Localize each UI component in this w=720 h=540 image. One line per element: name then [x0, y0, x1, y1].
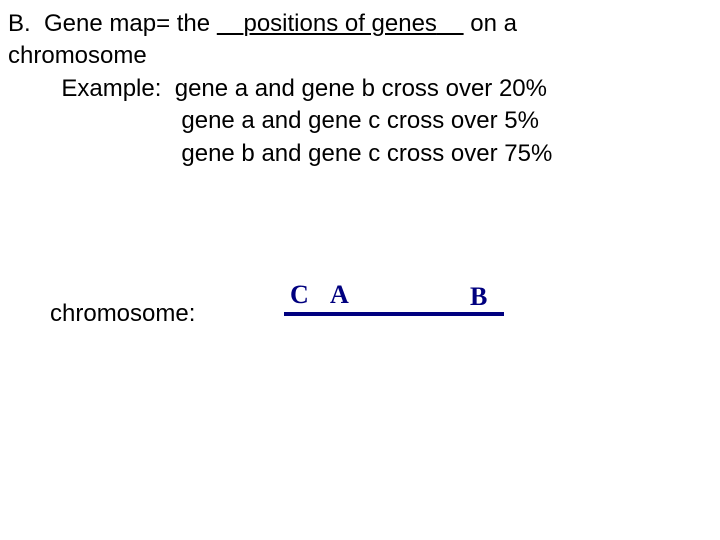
gene-mark-b: B: [470, 282, 487, 312]
gene-mark-a: A: [330, 280, 349, 310]
blank-lead: [217, 10, 244, 37]
example-line-1: Example: gene a and gene b cross over 20…: [8, 73, 712, 105]
def-prefix: B. Gene map= the: [8, 10, 217, 37]
blank-answer: positions of genes: [243, 10, 436, 37]
gene-mark-c: C: [290, 280, 309, 310]
def-suffix: on a: [464, 10, 517, 37]
example-line-3: gene b and gene c cross over 75%: [8, 138, 712, 170]
blank-trail: [437, 10, 464, 37]
chromosome-label: chromosome:: [50, 300, 195, 328]
chromosome-line: [284, 312, 504, 316]
definition-line-1: B. Gene map= the positions of genes on a: [8, 8, 712, 40]
definition-line-2: chromosome: [8, 40, 712, 72]
chromosome-diagram: chromosome: C A B: [0, 280, 720, 400]
example-line-2: gene a and gene c cross over 5%: [8, 105, 712, 137]
slide-text-block: B. Gene map= the positions of genes on a…: [8, 8, 712, 170]
